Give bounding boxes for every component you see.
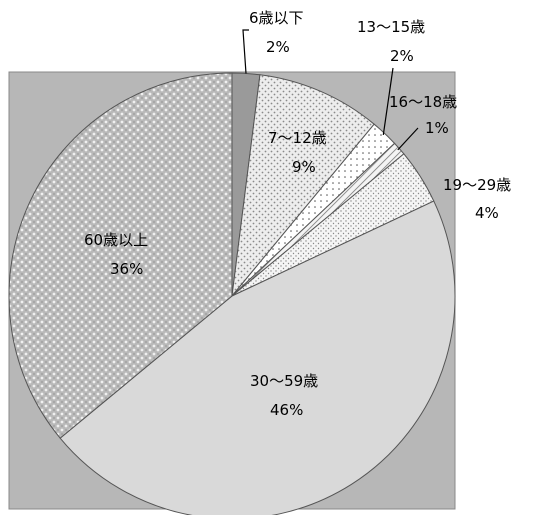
label-13-15-value: 2% bbox=[390, 47, 414, 65]
label-30-59-name: 30～59歳 bbox=[250, 372, 318, 390]
slice-60-over bbox=[8, 72, 233, 439]
leader-lines bbox=[242, 29, 419, 151]
label-7-12-name: 7～12歳 bbox=[268, 129, 327, 147]
label-6-under-name: 6歳以下 bbox=[249, 9, 304, 27]
label-7-12-value: 9% bbox=[292, 158, 316, 176]
label-60-over-name: 60歳以上 bbox=[84, 231, 148, 249]
leader-13-15 bbox=[382, 67, 394, 135]
label-19-29-name: 19～29歳 bbox=[443, 176, 511, 194]
pie-slices bbox=[8, 72, 456, 515]
label-16-18-name: 16～18歳 bbox=[389, 93, 457, 111]
label-6-under-value: 2% bbox=[266, 38, 290, 56]
label-60-over-value: 36% bbox=[110, 260, 143, 278]
slice-30-59 bbox=[59, 200, 456, 515]
slice-7-12 bbox=[231, 74, 375, 298]
leader-16-18 bbox=[397, 127, 419, 151]
label-19-29-value: 4% bbox=[475, 204, 499, 222]
label-16-18-value: 1% bbox=[425, 119, 449, 137]
label-13-15-name: 13～15歳 bbox=[357, 18, 425, 36]
leader-6-under bbox=[242, 29, 249, 74]
label-30-59-value: 46% bbox=[270, 401, 303, 419]
